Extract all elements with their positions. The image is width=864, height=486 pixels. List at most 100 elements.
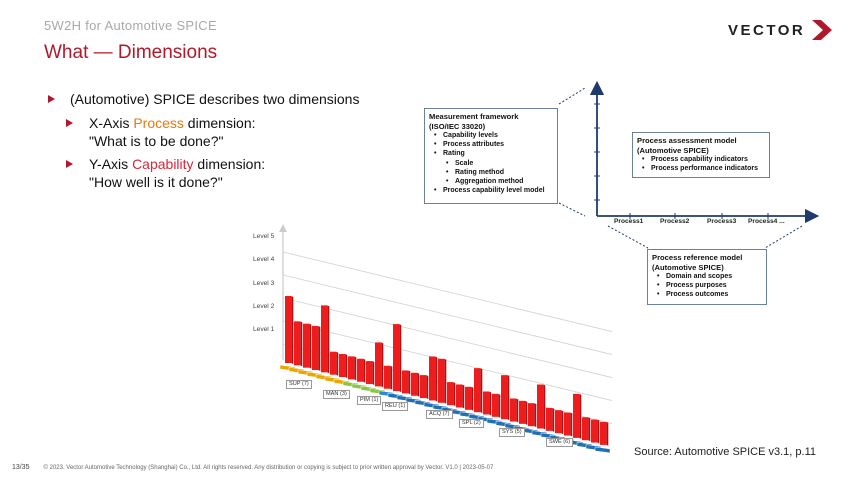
list-item: Capability levels — [429, 131, 553, 140]
chart-bar-side — [390, 365, 393, 390]
chart-bar-side — [426, 375, 429, 400]
chart-gridline — [282, 251, 613, 332]
measurement-framework-box: Measurement framework (ISO/IEC 33020) Ca… — [424, 108, 558, 204]
chart-level-label: Level 5 — [253, 233, 275, 240]
measurement-title: Measurement framework — [429, 112, 519, 121]
chart-bar-side — [372, 361, 375, 386]
chart-gridline — [282, 297, 613, 378]
chart-bar — [411, 372, 418, 396]
x-axis-label: Process3 — [707, 218, 737, 225]
chart-bar-side — [363, 358, 366, 383]
reference-title: Process reference model — [652, 253, 743, 262]
source-citation: Source: Automotive SPICE v3.1, p.11 — [634, 446, 817, 458]
chart-bar — [339, 354, 346, 378]
chart-bar — [357, 358, 364, 382]
bullet-triangle-icon — [48, 95, 55, 103]
chart-bar — [312, 326, 319, 371]
chart-bar — [366, 361, 373, 385]
chart-bar — [519, 400, 526, 424]
chart-gridline — [282, 274, 613, 355]
chart-level-label: Level 2 — [253, 303, 275, 310]
measurement-subtitle: (ISO/IEC 33020) — [429, 121, 486, 131]
chart-bar — [537, 384, 544, 429]
chart-bar-side — [318, 326, 321, 372]
list-item: Aggregation method — [429, 177, 553, 186]
reference-subtitle: (Automotive SPICE) — [652, 262, 724, 272]
chart-level-label: Level 1 — [253, 326, 275, 333]
chart-bar — [528, 403, 535, 427]
assessment-title: Process assessment model — [637, 136, 737, 145]
chart-bar-side — [300, 321, 303, 367]
chart-bar-side — [417, 372, 420, 397]
chart-bar-side — [489, 391, 492, 416]
x-axis-suffix: dimension: — [183, 115, 256, 131]
copyright-text: © 2023. Vector Automotive Technology (Sh… — [43, 465, 494, 471]
chart-bar-side — [552, 407, 555, 432]
chart-group-label: SPL (2) — [459, 419, 484, 428]
chart-bar — [393, 324, 400, 392]
chart-level-label: Level 4 — [253, 256, 275, 263]
list-item: Process capability level model — [429, 186, 553, 195]
x-axis-label: Process1 — [614, 218, 644, 225]
list-item: Process outcomes — [652, 290, 762, 299]
chart-bar — [303, 323, 310, 368]
chart-level-label: Level 3 — [253, 280, 275, 287]
list-item: Process attributes — [429, 140, 553, 149]
chart-bar-side — [327, 305, 330, 374]
y-axis-prefix: Y-Axis — [89, 156, 133, 172]
chart-bar — [330, 351, 337, 375]
chart-bar-side — [471, 386, 474, 411]
chart-bar — [546, 407, 553, 431]
x-axis-prefix: X-Axis — [89, 115, 134, 131]
chart-bar — [420, 375, 427, 399]
list-item: Process purposes — [652, 281, 762, 290]
chart-bar — [375, 342, 382, 387]
chart-group-label: ACQ (7) — [426, 410, 453, 419]
chart-y-axis-arrow — [279, 224, 287, 232]
y-axis-ticks — [594, 103, 600, 201]
chart-gridline — [282, 320, 613, 401]
chart-bar — [483, 391, 490, 415]
chart-bar-side — [579, 393, 582, 439]
chart-bar-side — [606, 421, 609, 446]
chart-group-label: SUP (7) — [286, 380, 312, 389]
chart-bar — [555, 410, 562, 434]
chart-bar — [321, 305, 328, 373]
x-axis-highlight: Process — [133, 115, 184, 131]
section-kicker: 5W2H for Automotive SPICE — [44, 18, 217, 33]
footer: 13/35 © 2023. Vector Automotive Technolog… — [12, 464, 493, 471]
reference-model-box: Process reference model (Automotive SPIC… — [647, 249, 767, 305]
chart-bar-side — [462, 384, 465, 409]
chart-bar — [456, 384, 463, 408]
page-number: 13/35 — [12, 464, 30, 471]
chart-bar — [465, 386, 472, 410]
chart-bar-side — [588, 417, 591, 442]
chart-bar — [573, 393, 580, 438]
chart-group-label: SYS (5) — [499, 428, 525, 437]
bullet-triangle-icon — [66, 119, 73, 127]
chart-bar-side — [597, 419, 600, 444]
x-axis-label: Process4 ... — [748, 218, 785, 225]
page-title: What — Dimensions — [44, 42, 218, 63]
chart-bar — [591, 419, 598, 443]
chart-bar-side — [336, 351, 339, 376]
chart-bar — [285, 296, 292, 363]
chart-bar — [294, 321, 301, 366]
chart-group-label: PIM (1) — [357, 396, 382, 405]
chart-bar-side — [399, 324, 402, 393]
list-item: Process capability indicators — [637, 155, 765, 164]
list-item: Domain and scopes — [652, 272, 762, 281]
list-item: Rating — [429, 149, 553, 158]
chart-bar-side — [291, 296, 294, 364]
chart-bar-side — [570, 412, 573, 437]
x-axis-label: Process2 — [660, 218, 690, 225]
list-item: Scale — [429, 159, 553, 168]
chart-bar-side — [381, 342, 384, 388]
chart-bars — [285, 296, 609, 446]
chart-bar-side — [480, 368, 483, 414]
chart-bar-side — [543, 384, 546, 430]
chevron-right-icon — [812, 20, 833, 40]
chart-bar-side — [345, 354, 348, 379]
chart-bar-side — [525, 400, 528, 425]
